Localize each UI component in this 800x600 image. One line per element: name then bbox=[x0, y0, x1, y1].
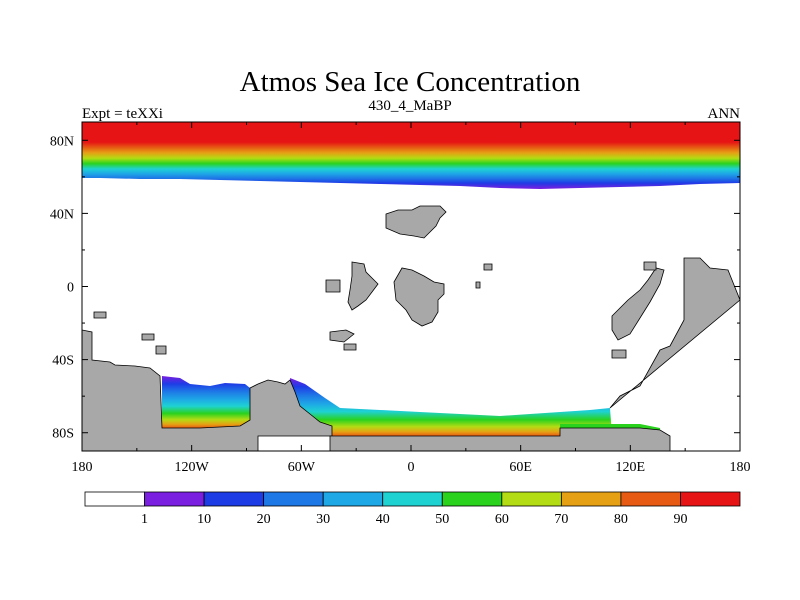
colorbar-swatch bbox=[263, 491, 324, 507]
colorbar-swatch bbox=[501, 491, 562, 507]
map-plot-area bbox=[82, 122, 740, 451]
colorbar-swatch bbox=[441, 491, 503, 507]
x-axis-tick-labels: 180 120W 60W 0 60E 120E 180 bbox=[72, 460, 751, 475]
colorbar-label: 20 bbox=[257, 512, 271, 527]
landmass-east bbox=[329, 257, 740, 451]
land-masses bbox=[82, 205, 740, 451]
chart-title: Atmos Sea Ice Concentration bbox=[240, 66, 581, 98]
landmass-north-block bbox=[385, 205, 447, 239]
landmass-small-island-i bbox=[643, 261, 657, 271]
x-tick-label: 120W bbox=[175, 460, 210, 475]
experiment-label: Expt = teXXi bbox=[82, 106, 163, 122]
x-tick-label: 0 bbox=[408, 460, 415, 475]
x-tick-label: 180 bbox=[72, 460, 93, 475]
season-label: ANN bbox=[708, 106, 741, 122]
antarctic-sea-ice-center bbox=[290, 378, 612, 436]
landmass-small-island-e bbox=[155, 345, 167, 355]
colorbar-label: 40 bbox=[376, 512, 390, 527]
colorbar-label: 50 bbox=[435, 512, 449, 527]
colorbar-label: 1 bbox=[141, 512, 148, 527]
colorbar-label: 80 bbox=[614, 512, 628, 527]
colorbar-label: 60 bbox=[495, 512, 509, 527]
y-tick-label: 80N bbox=[50, 134, 74, 149]
landmass-small-island-a bbox=[325, 279, 341, 293]
landmass-west-antarctic bbox=[82, 329, 333, 451]
colorbar-labels: 1 10 20 30 40 50 60 70 80 90 bbox=[141, 512, 687, 527]
x-tick-label: 60E bbox=[509, 460, 532, 475]
colorbar-swatch bbox=[560, 491, 622, 507]
colorbar-label: 30 bbox=[316, 512, 330, 527]
y-tick-label: 40N bbox=[50, 207, 74, 222]
landmass-small-island-c bbox=[329, 329, 355, 343]
landmass-small-island-f bbox=[141, 333, 155, 341]
colorbar-swatch bbox=[382, 491, 443, 507]
colorbar bbox=[84, 491, 741, 507]
x-tick-label: 120E bbox=[616, 460, 646, 475]
landmass-africa bbox=[393, 267, 445, 327]
colorbar-label: 70 bbox=[554, 512, 568, 527]
colorbar-swatch bbox=[203, 491, 265, 507]
colorbar-swatch bbox=[620, 491, 681, 507]
landmass-small-island-h bbox=[611, 349, 627, 359]
landmass-south-america bbox=[611, 267, 665, 341]
landmass-small-island-j bbox=[475, 281, 481, 289]
landmass-small-island-b bbox=[483, 263, 493, 271]
period-label: 430_4_MaBP bbox=[368, 98, 451, 114]
arctic-sea-ice bbox=[82, 122, 740, 189]
y-tick-label: 40S bbox=[52, 354, 74, 369]
y-axis-tick-labels: 80N 40N 0 40S 80S bbox=[50, 134, 74, 441]
y-tick-label: 80S bbox=[52, 427, 74, 442]
axis-ticks bbox=[81, 122, 741, 451]
colorbar-swatch bbox=[322, 491, 384, 507]
x-tick-label: 60W bbox=[288, 460, 316, 475]
antarctic-sea-ice-west bbox=[162, 376, 250, 428]
y-tick-label: 0 bbox=[67, 281, 74, 296]
landmass-small-island-d bbox=[343, 343, 357, 351]
colorbar-label: 90 bbox=[673, 512, 687, 527]
landmass-north-chain bbox=[347, 261, 379, 311]
colorbar-swatch bbox=[84, 491, 145, 507]
x-tick-label: 180 bbox=[730, 460, 751, 475]
landmass-small-island-g bbox=[93, 311, 107, 319]
colorbar-swatch bbox=[144, 491, 205, 507]
colorbar-label: 10 bbox=[197, 512, 211, 527]
colorbar-swatch bbox=[680, 491, 741, 507]
